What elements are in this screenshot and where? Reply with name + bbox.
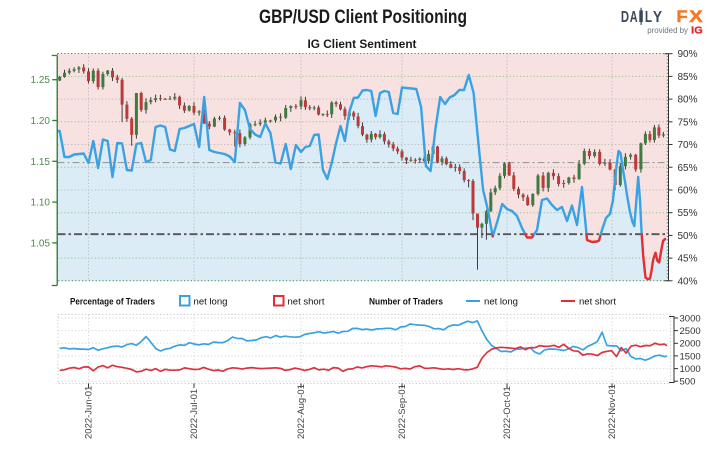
svg-text:1500: 1500 [680,351,701,362]
svg-text:F: F [677,8,688,26]
svg-text:IG: IG [691,25,703,37]
svg-text:1.05: 1.05 [31,238,51,249]
svg-text:L: L [645,9,652,26]
svg-text:2000: 2000 [680,339,701,350]
svg-text:55%: 55% [678,208,698,219]
svg-text:Percentage of Traders: Percentage of Traders [70,297,155,307]
svg-text:1.20: 1.20 [31,116,51,127]
svg-text:70%: 70% [678,140,698,151]
svg-text:500: 500 [680,377,696,388]
svg-text:2500: 2500 [680,326,701,337]
svg-text:GBP/USD Client Positioning: GBP/USD Client Positioning [259,7,467,28]
svg-text:IG Client Sentiment: IG Client Sentiment [308,37,417,51]
svg-text:2022-Sep-01: 2022-Sep-01 [397,384,408,439]
svg-text:80%: 80% [678,95,698,106]
svg-text:45%: 45% [678,254,698,265]
svg-text:Y: Y [653,9,662,26]
svg-text:2022-Oct-01: 2022-Oct-01 [502,386,513,439]
svg-text:Number of Traders: Number of Traders [369,297,443,307]
svg-text:net long: net long [484,297,518,307]
svg-text:2022-Jul-01: 2022-Jul-01 [189,389,200,439]
svg-text:50%: 50% [678,231,698,242]
svg-text:A: A [630,9,638,26]
svg-text:D: D [621,9,629,26]
svg-text:2022-Jun-01: 2022-Jun-01 [84,386,95,439]
svg-text:X: X [689,8,703,26]
svg-text:3000: 3000 [680,313,701,324]
svg-text:1.10: 1.10 [31,198,51,209]
svg-text:net short: net short [579,297,617,307]
svg-text:1.25: 1.25 [31,75,51,86]
svg-text:85%: 85% [678,72,698,83]
svg-text:65%: 65% [678,163,698,174]
svg-text:1000: 1000 [680,364,701,375]
svg-text:90%: 90% [678,49,698,60]
svg-text:40%: 40% [678,276,698,287]
svg-text:net long: net long [194,297,228,307]
svg-text:1.15: 1.15 [31,157,51,168]
svg-text:net short: net short [288,297,326,307]
svg-text:2022-Nov-01: 2022-Nov-01 [607,384,618,439]
svg-text:2022-Aug-01: 2022-Aug-01 [296,384,307,439]
svg-text:provided by: provided by [647,26,688,35]
svg-text:75%: 75% [678,117,698,128]
svg-text:60%: 60% [678,186,698,197]
